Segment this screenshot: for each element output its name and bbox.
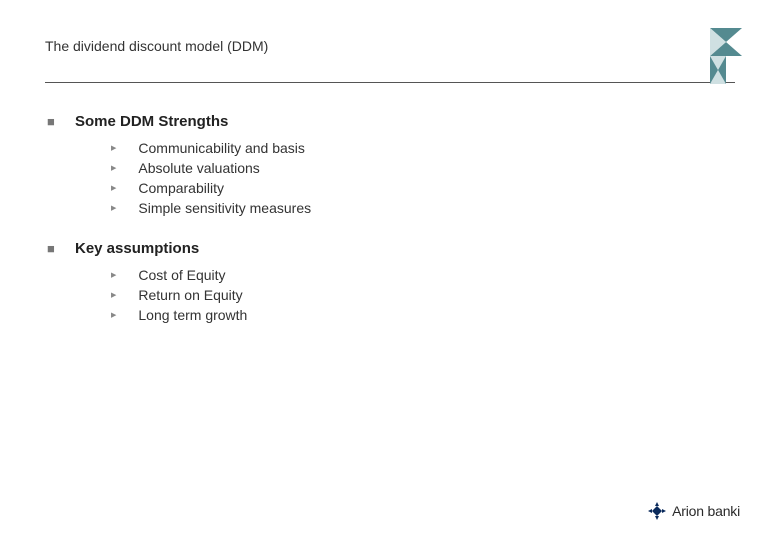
triangle-bullet-icon: ▶ bbox=[111, 165, 116, 172]
triangle-bullet-icon: ▶ bbox=[111, 312, 116, 319]
page-title: The dividend discount model (DDM) bbox=[45, 38, 735, 54]
list-item: ▶ Comparability bbox=[111, 180, 735, 196]
triangle-bullet-icon: ▶ bbox=[111, 205, 116, 212]
list-item-text: Return on Equity bbox=[138, 287, 242, 303]
list-item: ▶ Absolute valuations bbox=[111, 160, 735, 176]
section: ■ Key assumptions ▶ Cost of Equity ▶ Ret… bbox=[45, 240, 735, 323]
section-header-row: ■ Some DDM Strengths bbox=[47, 113, 735, 130]
section-heading: Key assumptions bbox=[75, 240, 199, 257]
list-item-text: Simple sensitivity measures bbox=[138, 200, 311, 216]
list-item-text: Comparability bbox=[138, 180, 224, 196]
footer-logo-text: Arion banki bbox=[672, 503, 740, 519]
square-bullet-icon: ■ bbox=[47, 242, 57, 252]
list-item-text: Cost of Equity bbox=[138, 267, 225, 283]
triangle-bullet-icon: ▶ bbox=[111, 292, 116, 299]
list-item-text: Long term growth bbox=[138, 307, 247, 323]
list-item: ▶ Return on Equity bbox=[111, 287, 735, 303]
section: ■ Some DDM Strengths ▶ Communicability a… bbox=[45, 113, 735, 216]
corner-decoration-icon bbox=[678, 28, 742, 84]
subitems-list: ▶ Communicability and basis ▶ Absolute v… bbox=[47, 140, 735, 216]
footer-logo: Arion banki bbox=[648, 502, 740, 520]
subitems-list: ▶ Cost of Equity ▶ Return on Equity ▶ Lo… bbox=[47, 267, 735, 323]
list-item-text: Absolute valuations bbox=[138, 160, 259, 176]
square-bullet-icon: ■ bbox=[47, 115, 57, 125]
section-heading: Some DDM Strengths bbox=[75, 113, 228, 130]
arion-logo-icon bbox=[648, 502, 666, 520]
list-item: ▶ Communicability and basis bbox=[111, 140, 735, 156]
list-item: ▶ Simple sensitivity measures bbox=[111, 200, 735, 216]
triangle-bullet-icon: ▶ bbox=[111, 145, 116, 152]
triangle-bullet-icon: ▶ bbox=[111, 185, 116, 192]
list-item-text: Communicability and basis bbox=[138, 140, 305, 156]
list-item: ▶ Long term growth bbox=[111, 307, 735, 323]
list-item: ▶ Cost of Equity bbox=[111, 267, 735, 283]
header-divider bbox=[45, 82, 735, 83]
triangle-bullet-icon: ▶ bbox=[111, 272, 116, 279]
section-header-row: ■ Key assumptions bbox=[47, 240, 735, 257]
slide: The dividend discount model (DDM) ■ Some… bbox=[0, 0, 780, 540]
